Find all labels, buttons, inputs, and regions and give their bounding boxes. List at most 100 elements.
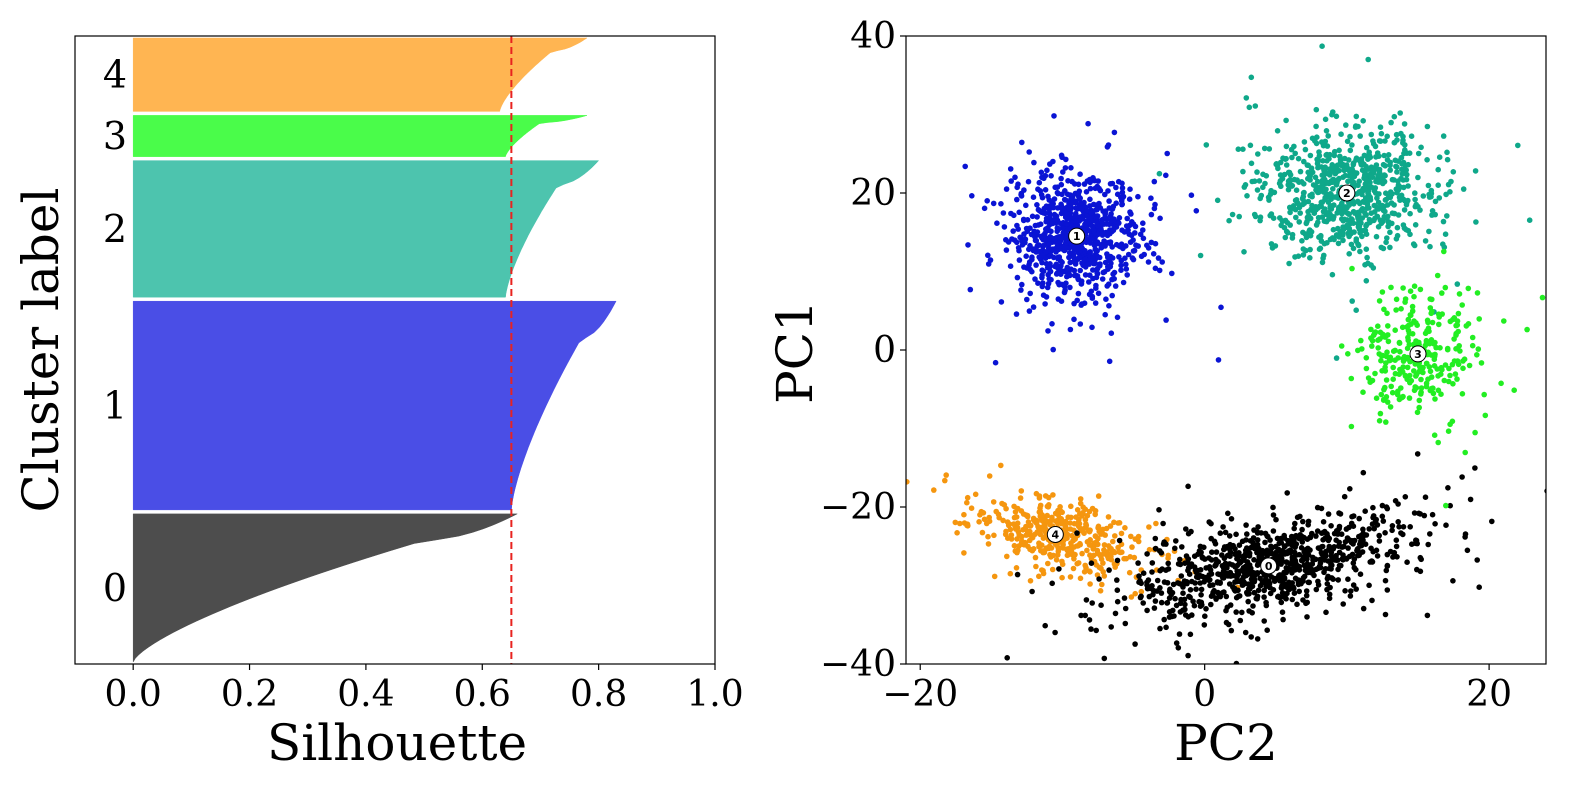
scatter-point: [1015, 181, 1021, 187]
scatter-point: [1372, 329, 1379, 335]
scatter-point: [1027, 528, 1033, 535]
scatter-point: [1215, 571, 1221, 577]
scatter-point: [1342, 588, 1348, 594]
scatter-point: [1405, 161, 1411, 168]
scatter-point: [1373, 162, 1380, 168]
scatter-point: [1355, 224, 1362, 230]
scatter-point: [1360, 605, 1367, 612]
scatter-point: [1395, 178, 1401, 184]
scatter-point: [1209, 549, 1215, 555]
scatter-point: [1432, 198, 1439, 205]
scatter-point: [1124, 228, 1131, 234]
scatter-point: [1418, 389, 1424, 396]
scatter-point: [1066, 205, 1073, 212]
scatter-point: [1444, 345, 1451, 352]
scatter-point: [1001, 502, 1008, 508]
scatter-point: [1001, 224, 1008, 230]
scatter-point: [1299, 195, 1306, 202]
scatter-point: [1368, 335, 1374, 341]
scatter-point: [1434, 272, 1441, 279]
scatter-point: [1097, 588, 1104, 594]
scatter-point: [1424, 612, 1431, 619]
scatter-point: [1367, 219, 1373, 226]
scatter-point: [1185, 652, 1191, 659]
scatter-point: [1402, 373, 1409, 380]
scatter-point: [1407, 210, 1413, 217]
scatter-point: [1275, 574, 1281, 581]
scatter-point: [1075, 181, 1082, 188]
scatter-point: [1164, 150, 1170, 157]
scatter-point: [1202, 613, 1208, 619]
scatter-point: [1040, 232, 1046, 239]
scatter-point: [1322, 566, 1329, 572]
scatter-point: [1407, 288, 1414, 295]
scatter-point: [1338, 343, 1345, 349]
scatter-point: [1363, 223, 1369, 229]
scatter-point: [1378, 130, 1385, 137]
scatter-point: [1382, 197, 1389, 203]
scatter-point: [1441, 248, 1447, 255]
scatter-point: [1042, 522, 1048, 529]
scatter-point: [1096, 564, 1103, 571]
scatter-point: [1328, 561, 1334, 568]
scatter-point: [1004, 519, 1011, 525]
scatter-point: [1382, 530, 1388, 536]
scatter-point: [1387, 244, 1393, 251]
scatter-point: [1140, 227, 1146, 233]
scatter-point: [1156, 170, 1163, 177]
scatter-point: [1328, 206, 1335, 212]
scatter-point: [1126, 569, 1133, 576]
scatter-point: [1140, 220, 1146, 226]
scatter-point: [1476, 584, 1482, 590]
scatter-point: [990, 200, 997, 207]
scatter-point: [1430, 390, 1437, 397]
scatter-point: [1178, 596, 1184, 603]
scatter-point: [1323, 128, 1330, 134]
scatter-point: [1251, 178, 1258, 184]
scatter-point: [1412, 222, 1419, 228]
scatter-point: [1159, 259, 1165, 265]
scatter-point: [1366, 526, 1372, 532]
scatter-point: [1240, 168, 1246, 175]
scatter-point: [1303, 600, 1309, 607]
scatter-point: [1040, 242, 1047, 249]
scatter-point: [1227, 573, 1234, 579]
scatter-point: [1166, 609, 1173, 615]
scatter-point: [1228, 516, 1235, 522]
scatter-point: [1474, 290, 1481, 296]
scatter-point: [1266, 578, 1272, 585]
scatter-point: [1077, 540, 1083, 547]
scatter-point: [1022, 236, 1029, 242]
scatter-point: [1472, 168, 1479, 174]
scatter-point: [1063, 240, 1070, 246]
scatter-point: [1059, 206, 1065, 212]
scatter-point: [1145, 259, 1152, 265]
scatter-point: [1056, 566, 1062, 572]
scatter-point: [1328, 549, 1335, 556]
scatter-point: [1100, 569, 1106, 575]
scatter-point: [1059, 558, 1065, 565]
scatter-point: [1285, 537, 1291, 544]
scatter-point: [991, 573, 998, 580]
scatter-point: [1098, 602, 1104, 608]
scatter-point: [1263, 173, 1270, 179]
scatter-point: [1450, 169, 1457, 175]
scatter-point: [1401, 353, 1408, 360]
scatter-point: [1048, 517, 1055, 524]
scatter-point: [1448, 178, 1454, 185]
scatter-point: [1228, 627, 1235, 634]
scatter-point: [1292, 520, 1298, 527]
scatter-point: [1106, 198, 1112, 204]
scatter-x-ticks: −20 0 20: [882, 664, 1512, 715]
scatter-point: [1277, 178, 1284, 184]
scatter-point: [1160, 520, 1166, 527]
scatter-point: [1187, 631, 1194, 638]
scatter-point: [1004, 553, 1010, 560]
scatter-point: [1399, 166, 1405, 173]
scatter-point: [1024, 217, 1031, 223]
scatter-point: [1297, 513, 1303, 520]
scatter-point: [1300, 201, 1306, 208]
scatter-point: [1466, 362, 1473, 369]
scatter-point: [1015, 547, 1021, 553]
scatter-point: [1383, 419, 1389, 425]
